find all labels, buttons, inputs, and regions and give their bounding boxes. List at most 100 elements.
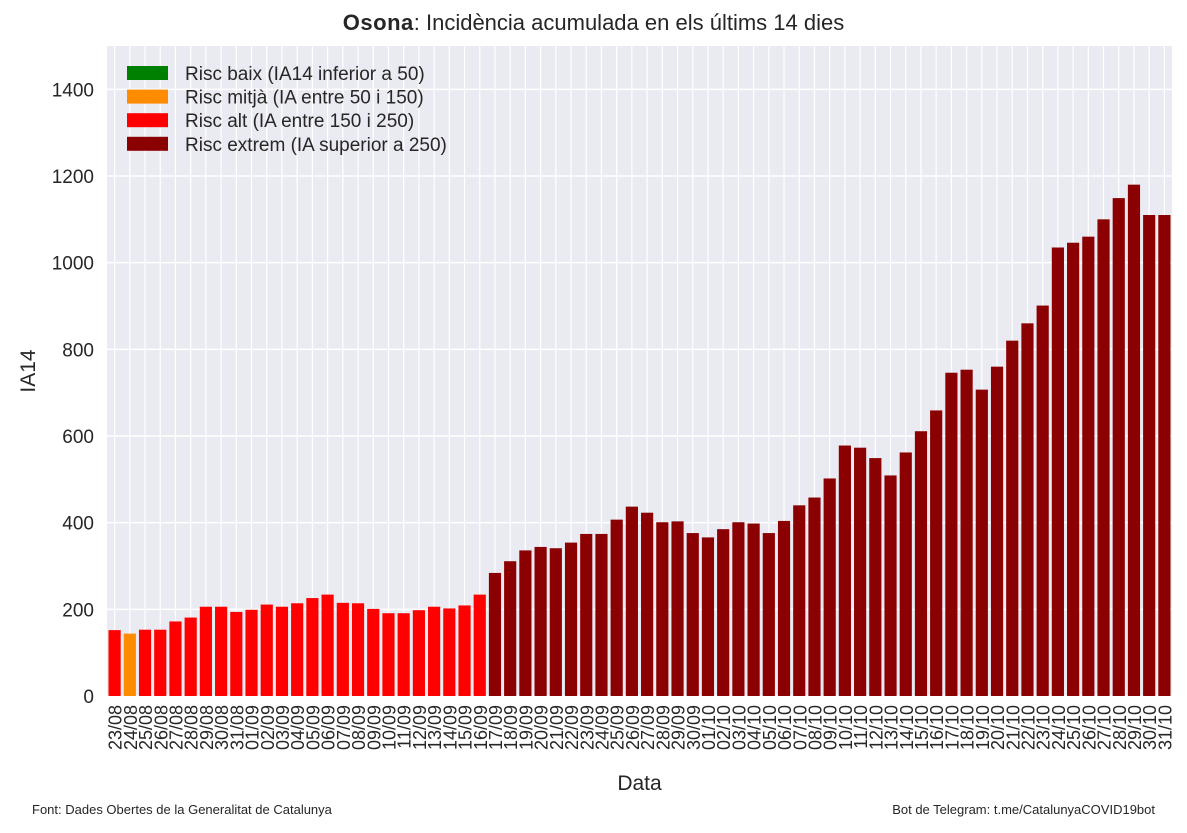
bar: [930, 410, 943, 696]
bar: [321, 594, 334, 696]
x-tick-label: 14/10: [897, 705, 917, 750]
bar: [869, 458, 882, 696]
bar: [473, 594, 486, 696]
x-tick-label: 26/09: [623, 705, 643, 750]
x-tick-label: 24/10: [1049, 705, 1069, 750]
bar: [291, 603, 304, 696]
x-tick-label: 12/10: [866, 705, 886, 750]
legend-swatch: [127, 136, 168, 151]
bar: [108, 630, 121, 696]
x-tick-label: 09/10: [821, 705, 841, 750]
bar: [534, 546, 547, 696]
y-tick-label: 0: [83, 687, 94, 708]
y-tick-label: 400: [62, 514, 94, 535]
bar: [641, 512, 654, 696]
x-tick-label: 24/09: [592, 705, 612, 750]
x-tick-label: 05/10: [760, 705, 780, 750]
bar: [777, 520, 791, 696]
bar: [215, 606, 228, 696]
x-tick-label: 24/08: [121, 705, 141, 750]
bar: [412, 610, 425, 696]
y-tick-label: 1400: [52, 80, 94, 101]
x-tick-label: 15/09: [456, 705, 476, 750]
bar: [1112, 198, 1125, 696]
x-tick-label: 23/10: [1034, 705, 1054, 750]
y-tick-label: 200: [62, 600, 94, 621]
x-tick-label: 06/10: [775, 705, 795, 750]
bar: [595, 533, 608, 696]
bar: [306, 598, 319, 696]
bar: [519, 550, 532, 696]
x-tick-label: 18/09: [501, 705, 521, 750]
bar: [747, 523, 760, 696]
bar: [732, 522, 745, 696]
x-tick-label: 28/10: [1110, 705, 1130, 750]
x-tick-label: 25/08: [136, 705, 156, 750]
legend-swatch: [127, 66, 168, 80]
x-tick-label: 13/09: [425, 705, 445, 750]
x-tick-label: 02/09: [258, 705, 278, 750]
bar: [154, 629, 167, 696]
bar: [960, 369, 973, 696]
bar: [351, 603, 365, 696]
x-tick-label: 03/10: [729, 705, 749, 750]
x-tick-label: 19/10: [973, 705, 993, 750]
bar: [717, 529, 730, 696]
bar: [838, 445, 851, 696]
chart-title: Osona: Incidència acumulada en els últim…: [0, 10, 1187, 36]
x-axis-label: Data: [617, 772, 662, 795]
x-tick-label: 27/10: [1095, 705, 1115, 750]
x-tick-label: 29/10: [1125, 705, 1145, 750]
bar: [1097, 219, 1110, 697]
y-axis-label: IA14: [17, 349, 40, 393]
legend-swatch: [127, 113, 168, 128]
x-tick-label: 29/09: [669, 705, 689, 750]
y-tick-label: 1000: [52, 254, 94, 275]
x-tick-label: 26/10: [1079, 705, 1099, 750]
legend-label: Risc alt (IA entre 150 i 250): [185, 111, 414, 132]
bar: [428, 606, 441, 696]
bar: [823, 478, 836, 696]
bar: [625, 506, 638, 696]
x-tick-label: 11/10: [851, 705, 871, 749]
bar: [1067, 242, 1080, 696]
x-tick-label: 10/10: [836, 705, 856, 750]
x-tick-label: 28/09: [653, 705, 673, 750]
x-tick-label: 23/08: [106, 705, 126, 750]
bar: [1051, 247, 1064, 696]
x-tick-label: 27/09: [638, 705, 658, 750]
bar: [808, 497, 821, 696]
x-tick-label: 18/10: [958, 705, 978, 750]
bar: [230, 611, 243, 696]
x-tick-label: 07/09: [334, 705, 354, 750]
bar: [367, 608, 380, 696]
legend-label: Risc extrem (IA superior a 250): [185, 135, 447, 156]
x-tick-label: 17/10: [942, 705, 962, 750]
x-tick-label: 31/10: [1155, 705, 1175, 750]
x-tick-label: 29/08: [197, 705, 217, 750]
x-tick-label: 17/09: [486, 705, 506, 750]
x-tick-label: 30/09: [684, 705, 704, 750]
x-tick-label: 22/10: [1018, 705, 1038, 750]
bar: [184, 617, 197, 696]
bar: [580, 533, 593, 696]
x-tick-label: 31/08: [227, 705, 247, 750]
x-tick-label: 21/09: [547, 705, 567, 750]
bar: [458, 605, 471, 696]
x-tick-label: 19/09: [516, 705, 536, 750]
bar: [169, 621, 182, 696]
x-tick-label: 20/10: [988, 705, 1008, 750]
bar: [1143, 215, 1156, 696]
x-tick-label: 12/09: [410, 705, 430, 750]
bar: [1158, 215, 1171, 696]
bar: [138, 629, 152, 696]
bar: [914, 431, 928, 696]
bar: [504, 561, 517, 696]
bar: [793, 505, 806, 696]
bar: [686, 533, 699, 696]
legend-label: Risc baix (IA14 inferior a 50): [185, 64, 425, 85]
bar: [656, 522, 669, 696]
x-tick-label: 30/10: [1140, 705, 1160, 750]
chart-title-text: : Incidència acumulada en els últims 14 …: [413, 10, 845, 35]
bar: [123, 633, 136, 696]
